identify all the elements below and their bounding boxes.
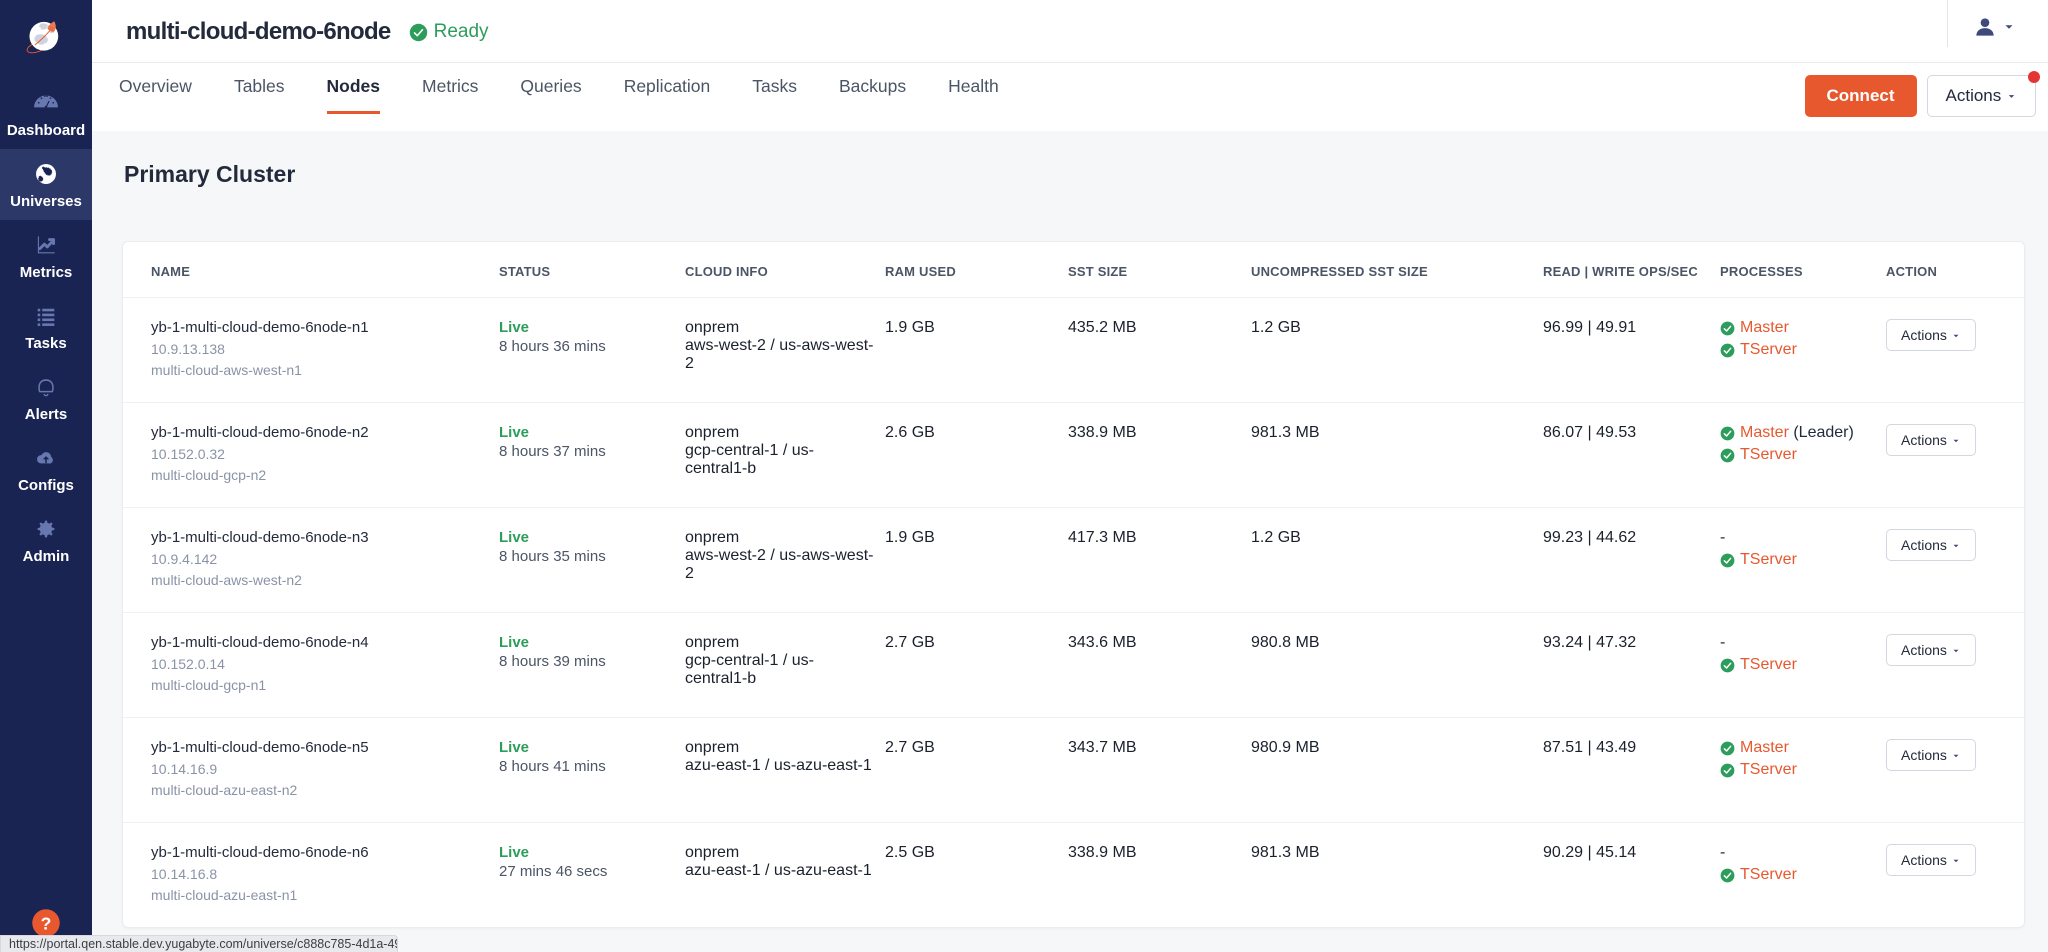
- svg-text:?: ?: [41, 913, 52, 933]
